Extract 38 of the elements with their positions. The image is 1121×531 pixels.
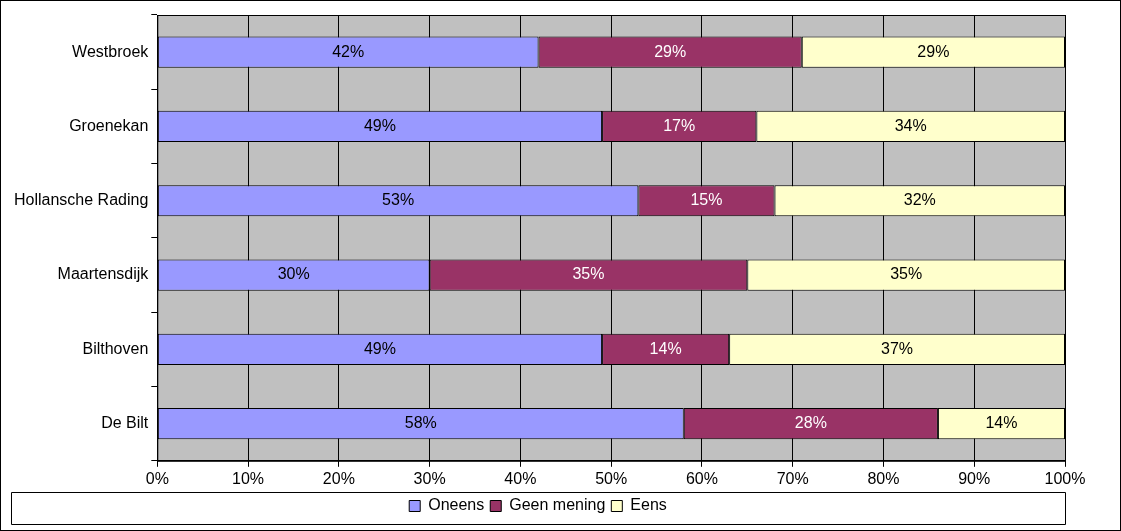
legend-label: Oneens <box>428 496 485 514</box>
data-label: 42% <box>332 42 365 60</box>
data-label: 53% <box>382 191 415 209</box>
x-tick-label: 100% <box>1044 469 1086 487</box>
data-label: 49% <box>363 339 396 357</box>
data-label: 32% <box>903 191 936 209</box>
data-label: 15% <box>690 191 723 209</box>
x-tick-label: 40% <box>504 469 537 487</box>
y-tick-label: Bilthoven <box>82 339 149 357</box>
x-tick-label: 20% <box>322 469 355 487</box>
x-tick-label: 90% <box>958 469 991 487</box>
x-tick-label: 70% <box>776 469 809 487</box>
y-tick-label: De Bilt <box>101 414 149 432</box>
data-label: 17% <box>663 116 696 134</box>
data-label: 30% <box>277 265 310 283</box>
data-label: 35% <box>890 265 923 283</box>
y-tick-label: Maartensdijk <box>57 265 150 283</box>
x-tick-label: 10% <box>232 469 265 487</box>
x-tick-label: 60% <box>685 469 718 487</box>
x-tick-label: 80% <box>867 469 900 487</box>
data-label: 28% <box>794 414 827 432</box>
x-tick-label: 0% <box>145 469 169 487</box>
legend-label: Geen mening <box>509 496 606 514</box>
data-label: 14% <box>649 339 682 357</box>
data-label: 35% <box>572 265 605 283</box>
y-tick-label: Groenekan <box>69 116 149 134</box>
x-tick-label: 30% <box>413 469 446 487</box>
y-tick-label: Hollansche Rading <box>13 191 149 209</box>
data-label: 14% <box>985 414 1018 432</box>
legend-label: Eens <box>630 496 667 514</box>
data-label: 49% <box>363 116 396 134</box>
y-tick-label: Westbroek <box>72 42 150 60</box>
x-tick-label: 50% <box>595 469 628 487</box>
data-label: 29% <box>917 42 950 60</box>
data-label: 29% <box>654 42 687 60</box>
data-label: 58% <box>404 414 437 432</box>
data-label: 37% <box>881 339 914 357</box>
data-label: 34% <box>894 116 927 134</box>
